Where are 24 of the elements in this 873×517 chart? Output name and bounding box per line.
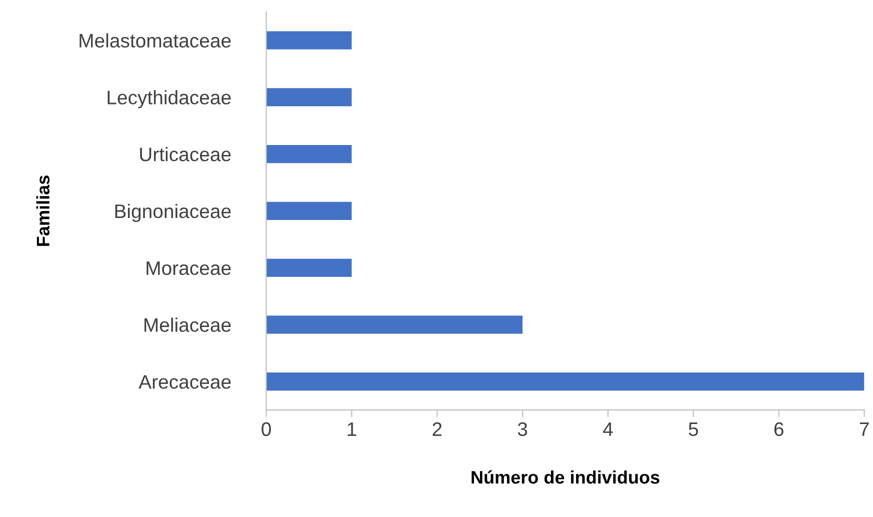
y-tick-label: Meliaceae [144,318,231,332]
y-tick-label: Melastomataceae [80,33,231,48]
y-tick-label: Arecaceae [138,375,231,389]
x-tick-label: 3 [518,422,528,436]
bar [266,88,352,106]
x-tick-label: 6 [774,422,784,436]
bar [266,372,864,391]
y-tick-label: Moraceae [146,261,231,276]
bar [266,316,523,334]
x-axis-title: Número de individuos [472,470,660,484]
x-tick-label: 1 [348,422,356,436]
bar [266,144,352,164]
x-tick-label: 2 [432,422,442,436]
bar [266,202,352,220]
x-tick-label: 5 [688,422,698,436]
x-tick-label: 0 [262,422,271,436]
y-tick-label: Lecythidaceae [108,90,231,108]
y-tick-label: Urticaceae [140,147,231,162]
bar [266,258,352,277]
bar [266,31,352,50]
x-tick-label: 4 [603,422,613,436]
y-axis-title: Familias [36,176,50,246]
y-tick-label: Bignoniaceae [115,204,231,222]
x-tick-label: 7 [860,422,869,436]
